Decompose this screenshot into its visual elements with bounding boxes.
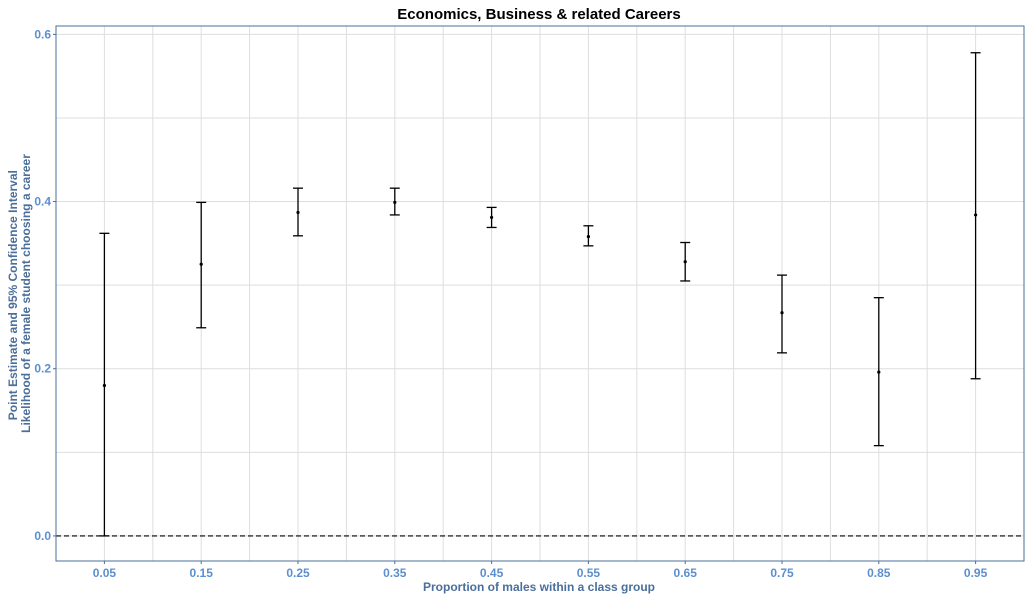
error-bar-0.55	[583, 225, 594, 247]
x-tick-label: 0.55	[577, 566, 601, 580]
x-tick-label: 0.35	[383, 566, 407, 580]
y-tick-label: 0.0	[34, 529, 51, 543]
error-bar-0.85	[873, 297, 884, 447]
error-bar-0.75	[777, 274, 787, 354]
y-axis-title-line-1: Point Estimate and 95% Confidence Interv…	[6, 170, 20, 420]
x-tick-label: 0.85	[867, 566, 891, 580]
x-tick-label: 0.05	[93, 566, 117, 580]
error-bar-0.95	[970, 52, 981, 380]
point-estimate	[199, 262, 203, 266]
x-tick-label: 0.95	[964, 566, 988, 580]
point-estimate	[683, 260, 687, 264]
y-tick-label: 0.4	[34, 195, 51, 209]
y-axis: 0.0 0.2 0.4 0.6	[34, 27, 56, 543]
point-estimate	[490, 215, 494, 220]
grid	[56, 26, 1024, 561]
x-tick-label: 0.15	[190, 566, 214, 580]
error-bar-0.05	[99, 232, 110, 537]
point-estimate	[102, 383, 106, 388]
error-bar-0.35	[389, 187, 400, 216]
error-bar-0.65	[680, 241, 691, 282]
error-bar-0.25	[293, 187, 303, 237]
x-tick-label: 0.25	[286, 566, 310, 580]
x-axis-title: Proportion of males within a class group	[423, 580, 655, 594]
point-estimate	[780, 311, 784, 315]
x-tick-label: 0.65	[674, 566, 698, 580]
x-axis: 0.05 0.15 0.25 0.35 0.45 0.55 0.65 0.75 0.85 0.95	[93, 561, 988, 580]
point-estimate	[974, 213, 978, 217]
plot-panel	[55, 25, 1025, 562]
x-tick-label: 0.75	[770, 566, 794, 580]
y-axis-title-line-2: Likelihood of a female student choosing …	[19, 154, 33, 433]
y-axis-title: Point Estimate and 95% Confidence Interv…	[6, 154, 33, 433]
y-tick-label: 0.2	[34, 362, 51, 376]
point-estimate	[296, 210, 300, 215]
y-tick-label: 0.6	[34, 27, 51, 41]
error-bar-0.15	[196, 201, 207, 329]
error-bar-0.45	[486, 206, 497, 229]
point-estimate	[586, 235, 591, 239]
point-estimate	[877, 370, 881, 374]
chart-title: Economics, Business & related Careers	[397, 6, 680, 23]
x-tick-label: 0.45	[480, 566, 504, 580]
point-estimate	[393, 200, 397, 204]
error-bars	[99, 52, 981, 537]
